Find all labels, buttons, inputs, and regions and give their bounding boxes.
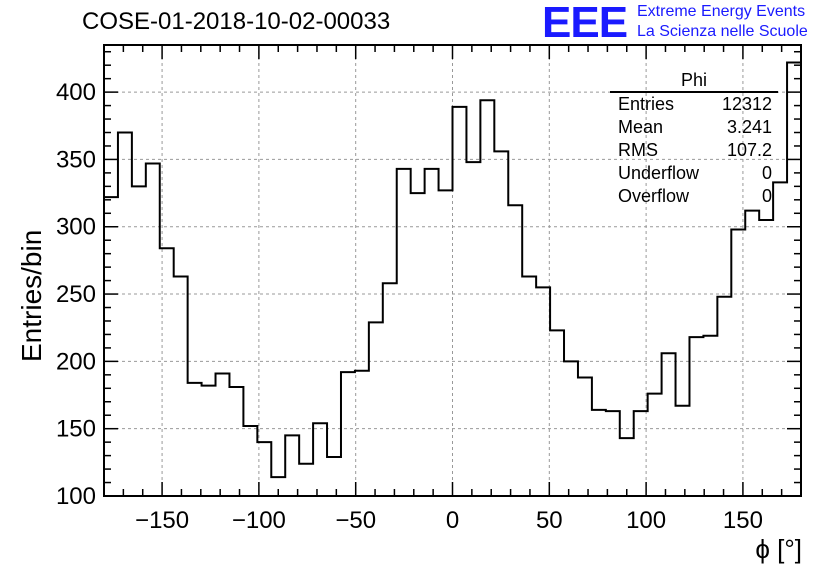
histogram-bin (425, 169, 439, 496)
stats-row-overflow: Overflow 0 (610, 185, 778, 208)
histogram-series (104, 61, 801, 479)
histogram-bin (578, 378, 592, 496)
y-tick-label: 400 (56, 79, 96, 106)
histogram-bin (592, 410, 606, 496)
histogram-bin (369, 322, 383, 496)
histogram-bin (620, 438, 634, 496)
y-tick-label: 250 (56, 281, 96, 308)
histogram-bin (676, 406, 690, 496)
histogram-bin (648, 394, 662, 496)
logo-text-line1: Extreme Energy Events (637, 3, 806, 20)
histogram-bin (216, 373, 230, 496)
histogram-bin (341, 372, 355, 496)
x-tick-label: 150 (723, 507, 763, 534)
stats-value: 0 (761, 186, 772, 206)
stats-value: 107.2 (726, 140, 772, 160)
y-axis-label: Entries/bin (16, 229, 47, 362)
histogram-bin (466, 162, 480, 496)
histogram-bin (689, 337, 703, 496)
histogram-bin (202, 386, 216, 496)
histogram-bin (439, 190, 453, 496)
stats-title: Phi (610, 70, 778, 93)
histogram-bin (174, 277, 188, 496)
x-tick-label: −150 (135, 507, 189, 534)
histogram-bin (662, 353, 676, 496)
stats-value: 0 (761, 163, 772, 183)
histogram-bin (146, 163, 160, 496)
histogram-bin (188, 383, 202, 496)
histogram-bin (411, 193, 425, 496)
y-tick-label: 200 (56, 348, 96, 375)
histogram-bin (508, 205, 522, 496)
x-tick-label: 50 (536, 507, 563, 534)
x-tick-label: 100 (626, 507, 666, 534)
histogram-bin (745, 211, 759, 496)
x-axis-label: ϕ [°] (755, 534, 802, 564)
stats-box: Phi Entries 12312 Mean 3.241 RMS 107.2 U… (610, 70, 778, 208)
histogram-bin (606, 411, 620, 496)
histogram-bin (759, 220, 773, 496)
stats-label: Mean (618, 117, 664, 137)
histogram-bin (773, 182, 787, 496)
eee-logo-mark: EEE (542, 0, 628, 47)
y-tick-label: 100 (56, 483, 96, 510)
histogram-bin (104, 197, 118, 496)
histogram-bin (787, 63, 801, 496)
histogram-bin (285, 435, 299, 496)
histogram-bin (550, 330, 564, 496)
stats-row-rms: RMS 107.2 (610, 139, 778, 162)
x-tick-label: −100 (232, 507, 286, 534)
histogram-bin (703, 336, 717, 496)
histogram-bin (132, 186, 146, 496)
histogram-bin (243, 426, 257, 496)
histogram-bin (494, 151, 508, 496)
histogram-bin (453, 107, 467, 496)
histogram-bin (118, 133, 132, 496)
histogram-bin (299, 464, 313, 496)
logo-text-line2: La Scienza nelle Scuole (637, 23, 808, 40)
histogram-bin (327, 457, 341, 496)
x-tick-label: −50 (335, 507, 376, 534)
histogram-bin (355, 371, 369, 496)
histogram-bin (313, 423, 327, 496)
stats-row-underflow: Underflow 0 (610, 162, 778, 185)
histogram-bin (717, 297, 731, 496)
histogram-bin (397, 169, 411, 496)
histogram-bin (383, 283, 397, 496)
stats-row-entries: Entries 12312 (610, 93, 778, 116)
stats-value: 3.241 (726, 117, 772, 137)
stats-row-mean: Mean 3.241 (610, 116, 778, 139)
histogram-bin (536, 287, 550, 496)
y-tick-label: 150 (56, 416, 96, 443)
chart-title: COSE-01-2018-10-02-00033 (82, 8, 391, 35)
y-tick-label: 350 (56, 146, 96, 173)
histogram-bin (522, 277, 536, 496)
stats-value: 12312 (721, 94, 772, 114)
stats-label: Underflow (618, 163, 700, 183)
x-tick-label: 0 (446, 507, 459, 534)
stats-label: Overflow (618, 186, 690, 206)
stats-label: Entries (618, 94, 675, 114)
y-tick-label: 300 (56, 214, 96, 241)
histogram-bin (229, 387, 243, 496)
stats-label: RMS (618, 140, 658, 160)
